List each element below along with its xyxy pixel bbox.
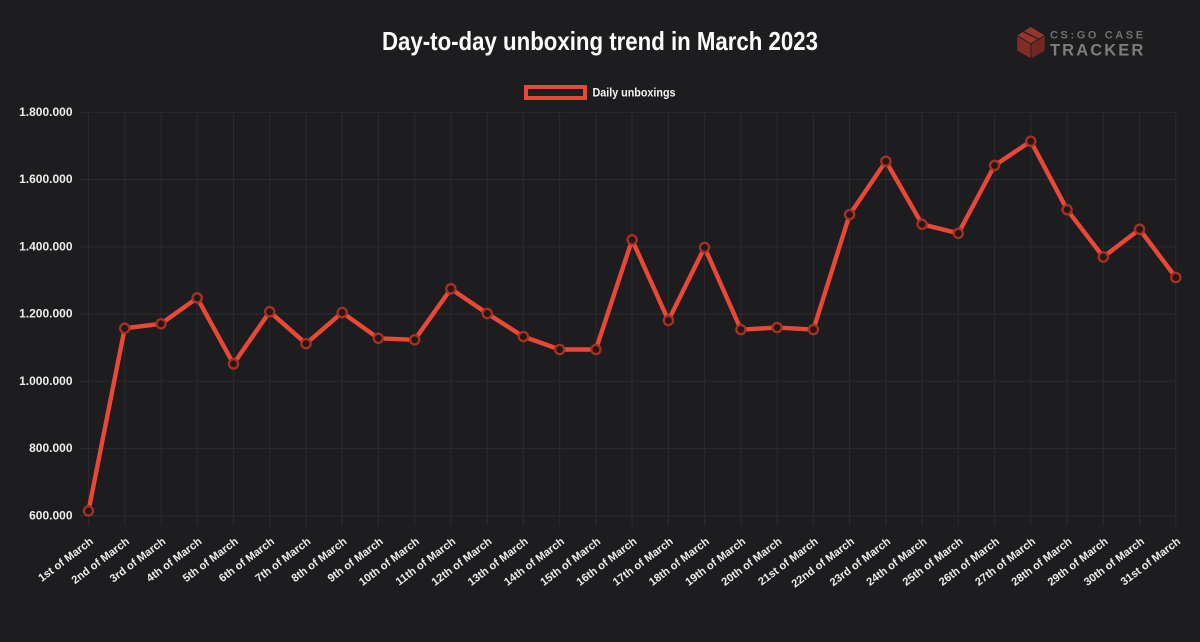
svg-text:1.600.000: 1.600.000 <box>19 172 73 186</box>
svg-text:CS:GO CASE: CS:GO CASE <box>1050 30 1146 42</box>
svg-text:1.000.000: 1.000.000 <box>19 374 73 388</box>
svg-text:Daily unboxings: Daily unboxings <box>593 86 676 100</box>
svg-text:1.400.000: 1.400.000 <box>19 239 73 253</box>
svg-text:800.000: 800.000 <box>29 441 73 455</box>
svg-text:TRACKER: TRACKER <box>1050 42 1145 60</box>
svg-text:Day-to-day unboxing trend in M: Day-to-day unboxing trend in March 2023 <box>382 26 818 56</box>
svg-text:1.200.000: 1.200.000 <box>19 307 73 321</box>
svg-text:1.800.000: 1.800.000 <box>19 105 73 119</box>
svg-text:22nd of March: 22nd of March <box>790 535 857 590</box>
svg-text:600.000: 600.000 <box>29 508 73 522</box>
